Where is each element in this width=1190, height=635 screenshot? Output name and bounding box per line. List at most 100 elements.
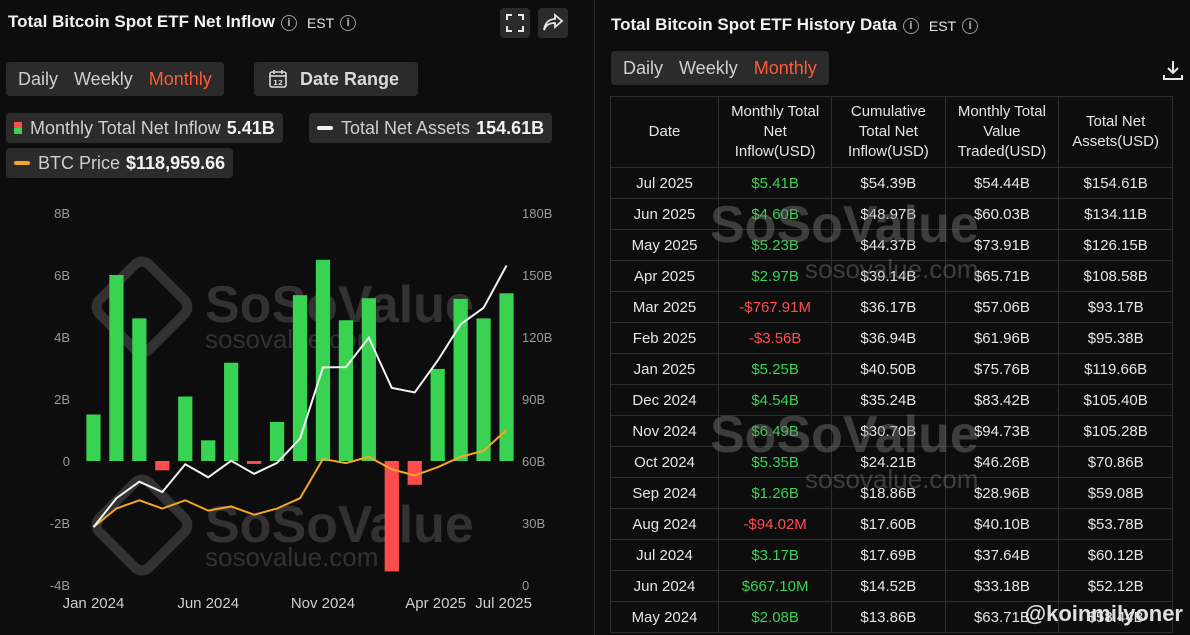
legend-inflow-label: Monthly Total Net Inflow (30, 117, 221, 138)
cell-cumulative-inflow: $39.14B (831, 260, 946, 292)
table-row[interactable]: Jul 2025 $5.41B $54.39B $54.44B $154.61B (610, 167, 1173, 199)
col-header-net-assets[interactable]: Total Net Assets(USD) (1058, 96, 1173, 168)
inflow-bar[interactable] (246, 461, 262, 464)
history-tab-daily[interactable]: Daily (623, 57, 664, 78)
table-row[interactable]: Aug 2024 -$94.02M $17.60B $40.10B $53.78B (610, 508, 1173, 540)
info-icon[interactable]: i (340, 14, 357, 31)
table-row[interactable]: Jun 2025 $4.60B $48.97B $60.03B $134.11B (610, 198, 1173, 230)
inflow-bar[interactable] (109, 275, 124, 461)
chart-title: Total Bitcoin Spot ETF Net Inflow (8, 12, 275, 31)
cell-monthly-inflow: $1.26B (717, 477, 833, 509)
y-left-tick-label: -4B (50, 578, 70, 593)
inflow-bar[interactable] (178, 396, 193, 461)
table-row[interactable]: Dec 2024 $4.54B $35.24B $83.42B $105.40B (610, 384, 1173, 416)
cell-monthly-inflow: $3.17B (717, 539, 833, 571)
inflow-bar[interactable] (453, 298, 468, 461)
inflow-bar[interactable] (315, 259, 331, 461)
col-header-monthly-inflow[interactable]: Monthly Total Net Inflow(USD) (717, 96, 833, 168)
cell-date: Oct 2024 (610, 446, 719, 478)
cell-cumulative-inflow: $36.94B (831, 322, 946, 354)
tab-daily[interactable]: Daily (18, 68, 59, 89)
y-right-tick-label: 0 (522, 578, 529, 593)
btc-price-line[interactable] (92, 429, 508, 528)
inflow-bar[interactable] (476, 318, 491, 461)
date-range-label: Date Range (300, 68, 400, 89)
inflow-bar[interactable] (201, 440, 216, 461)
total-net-assets-line[interactable] (92, 264, 508, 528)
table-row[interactable]: Jun 2024 $667.10M $14.52B $33.18B $52.12B (610, 570, 1173, 602)
inflow-bar[interactable] (407, 461, 422, 485)
legend-btc[interactable]: BTC Price $118,959.66 (6, 148, 234, 178)
cell-value-traded: $28.96B (944, 477, 1060, 509)
inflow-bar[interactable] (361, 298, 376, 461)
inflow-bar[interactable] (86, 414, 101, 462)
cell-value-traded: $63.71B (944, 601, 1060, 633)
share-button[interactable] (538, 8, 568, 38)
inflow-bar[interactable] (224, 362, 239, 461)
cell-date: Jan 2025 (610, 353, 719, 385)
cell-cumulative-inflow: $54.39B (831, 167, 946, 199)
y-left-tick-label: 0 (63, 454, 70, 469)
table-row[interactable]: Feb 2025 -$3.56B $36.94B $61.96B $95.38B (610, 322, 1173, 354)
cell-date: Apr 2025 (610, 260, 719, 292)
cell-cumulative-inflow: $40.50B (831, 353, 946, 385)
legend-assets[interactable]: Total Net Assets 154.61B (309, 113, 553, 143)
info-icon[interactable]: i (902, 17, 919, 34)
cell-net-assets: $126.15B (1058, 229, 1173, 261)
table-row[interactable]: Jul 2024 $3.17B $17.69B $37.64B $60.12B (610, 539, 1173, 571)
inflow-bar[interactable] (338, 320, 354, 461)
legend-assets-value: 154.61B (476, 117, 545, 138)
cell-cumulative-inflow: $17.69B (831, 539, 946, 571)
info-icon[interactable]: i (962, 17, 979, 34)
history-tab-monthly[interactable]: Monthly (753, 57, 817, 78)
watermark-brand: SoSoValue (205, 496, 474, 554)
date-range-button[interactable]: 12 Date Range (254, 62, 418, 96)
cell-value-traded: $57.06B (944, 291, 1060, 323)
col-header-value-traded[interactable]: Monthly Total Value Traded(USD) (944, 96, 1060, 168)
col-header-date[interactable]: Date (610, 96, 719, 168)
cell-net-assets: $93.17B (1058, 291, 1173, 323)
cell-date: Jun 2025 (610, 198, 719, 230)
table-row[interactable]: Jan 2025 $5.25B $40.50B $75.76B $119.66B (610, 353, 1173, 385)
table-row[interactable]: Nov 2024 $6.49B $30.70B $94.73B $105.28B (610, 415, 1173, 447)
cell-cumulative-inflow: $17.60B (831, 508, 946, 540)
table-row[interactable]: Mar 2025 -$767.91M $36.17B $57.06B $93.17B (610, 291, 1173, 323)
watermark-site: sosovalue.com (205, 542, 378, 572)
cell-value-traded: $46.26B (944, 446, 1060, 478)
tab-monthly[interactable]: Monthly (148, 68, 212, 89)
cell-date: Aug 2024 (610, 508, 719, 540)
calendar-icon: 12 (269, 70, 287, 88)
table-row[interactable]: Oct 2024 $5.35B $24.21B $46.26B $70.86B (610, 446, 1173, 478)
tab-weekly[interactable]: Weekly (74, 68, 133, 89)
inflow-chart: SoSoValuesosovalue.comSoSoValuesosovalue… (50, 206, 553, 612)
inflow-bar[interactable] (132, 318, 147, 461)
info-icon[interactable]: i (280, 14, 297, 31)
inflow-bar[interactable] (384, 461, 399, 572)
inflow-bar[interactable] (292, 295, 308, 461)
history-tab-weekly[interactable]: Weekly (679, 57, 738, 78)
legend-inflow-value: 5.41B (226, 117, 275, 138)
inflow-bar[interactable] (430, 368, 445, 461)
col-header-cumulative-inflow[interactable]: Cumulative Total Net Inflow(USD) (831, 96, 946, 168)
y-right-tick-label: 60B (522, 454, 545, 469)
cell-value-traded: $33.18B (944, 570, 1060, 602)
fullscreen-button[interactable] (500, 8, 530, 38)
cell-value-traded: $54.44B (944, 167, 1060, 199)
table-row[interactable]: Sep 2024 $1.26B $18.86B $28.96B $59.08B (610, 477, 1173, 509)
inflow-bar[interactable] (155, 461, 170, 471)
legend-assets-label: Total Net Assets (341, 117, 471, 138)
download-icon[interactable] (1161, 58, 1185, 82)
history-title-row: Total Bitcoin Spot ETF History Data i EST i (611, 15, 979, 35)
cell-date: Jul 2025 (610, 167, 719, 199)
inflow-bar[interactable] (269, 421, 285, 461)
table-row[interactable]: May 2024 $2.08B $13.86B $63.71B $58.44B (610, 601, 1173, 633)
inflow-bar[interactable] (499, 293, 514, 461)
table-row[interactable]: Apr 2025 $2.97B $39.14B $65.71B $108.58B (610, 260, 1173, 292)
legend-inflow[interactable]: Monthly Total Net Inflow 5.41B (6, 113, 283, 143)
y-left-tick-label: 6B (54, 268, 70, 283)
y-left-tick-label: 2B (54, 392, 70, 407)
cell-net-assets: $95.38B (1058, 322, 1173, 354)
table-row[interactable]: May 2025 $5.23B $44.37B $73.91B $126.15B (610, 229, 1173, 261)
cell-monthly-inflow: -$3.56B (717, 322, 833, 354)
cell-monthly-inflow: -$767.91M (717, 291, 833, 323)
